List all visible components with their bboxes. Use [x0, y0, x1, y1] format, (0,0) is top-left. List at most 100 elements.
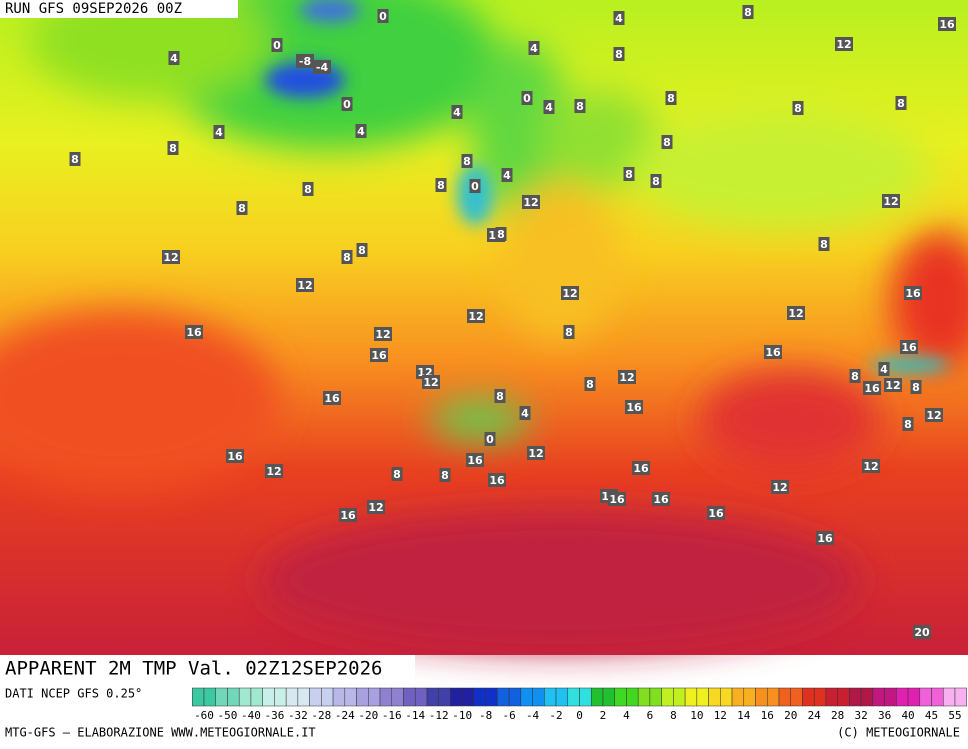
contour-label-box — [469, 179, 481, 193]
legend-swatch — [743, 687, 756, 707]
contour-label-box — [527, 446, 545, 460]
contour-label: 16 — [324, 392, 340, 405]
legend-label: -14 — [405, 709, 425, 722]
legend-label: -4 — [526, 709, 540, 722]
contour-label-box — [374, 327, 392, 341]
contour-label-box — [168, 51, 180, 65]
contour-label-box — [313, 60, 331, 74]
contour-label-box — [650, 174, 662, 188]
map-title: APPARENT 2M TMP Val. 02Z12SEP2026 — [5, 658, 383, 680]
contour-label: 16 — [901, 341, 917, 354]
contour-label: 12 — [562, 287, 577, 300]
contour-label: 4 — [880, 363, 888, 376]
contour-label: 12 — [523, 196, 538, 209]
source-text: DATI NCEP GFS 0.25° — [5, 687, 142, 701]
contour-label: 12 — [885, 379, 900, 392]
contour-label: 8 — [343, 251, 351, 264]
contour-label-box — [495, 227, 507, 241]
legend-label: -12 — [429, 709, 449, 722]
contour-label: 8 — [393, 468, 401, 481]
legend-swatch — [379, 687, 392, 707]
legend-swatch — [579, 687, 592, 707]
contour-label: 8 — [820, 238, 828, 251]
contour-label-box — [632, 461, 650, 475]
contour-label: 8 — [904, 418, 912, 431]
legend-swatch — [567, 687, 580, 707]
legend-label: 45 — [925, 709, 938, 722]
contour-label-box — [925, 408, 943, 422]
legend-swatch — [297, 687, 310, 707]
legend-swatch — [450, 687, 463, 707]
contour-label-box — [484, 432, 496, 446]
contour-label-box — [339, 508, 357, 522]
contour-label: 0 — [471, 180, 479, 193]
contour-label-box — [167, 141, 179, 155]
contour-label: 16 — [653, 493, 669, 506]
contour-label: 12 — [528, 447, 543, 460]
contour-label: 12 — [368, 501, 383, 514]
contour-label-box — [185, 325, 203, 339]
contour-label-box — [356, 243, 368, 257]
contour-label: 16 — [371, 349, 387, 362]
contour-label: 12 — [836, 38, 851, 51]
legend-label: 12 — [714, 709, 727, 722]
contour-label-box — [69, 152, 81, 166]
legend-swatch — [614, 687, 627, 707]
contour-label: 8 — [586, 378, 594, 391]
contour-label: 8 — [304, 183, 312, 196]
contour-label: 8 — [463, 155, 471, 168]
legend-swatch — [684, 687, 698, 707]
contour-label-box — [707, 506, 725, 520]
contour-label: 8 — [437, 179, 445, 192]
contour-label-box — [884, 378, 902, 392]
legend-swatch — [813, 687, 827, 707]
legend-swatch — [403, 687, 416, 707]
legend-swatch — [602, 687, 615, 707]
contour-label-box — [561, 286, 579, 300]
contour-label: 0 — [273, 39, 281, 52]
legend-swatch — [356, 687, 369, 707]
legend-swatch — [778, 687, 791, 707]
legend-swatch — [461, 687, 475, 707]
legend-label: -16 — [382, 709, 402, 722]
legend-swatch — [907, 687, 921, 707]
title-box — [0, 655, 415, 683]
legend-swatch — [825, 687, 838, 707]
contour-label-box — [902, 417, 914, 431]
legend-swatch — [262, 687, 275, 707]
legend-label: 32 — [855, 709, 868, 722]
contour-label: 16 — [489, 474, 505, 487]
contour-label-box — [341, 250, 353, 264]
contour-label-box — [764, 345, 782, 359]
legend-label: -20 — [358, 709, 378, 722]
contour-label: 12 — [375, 328, 390, 341]
legend-swatch — [708, 687, 721, 707]
legend-swatch — [849, 687, 862, 707]
contour-label-box — [771, 480, 789, 494]
contour-label: 8 — [625, 168, 633, 181]
contour-label-box — [863, 381, 881, 395]
contour-label: 8 — [358, 244, 366, 257]
contour-label-box — [461, 154, 473, 168]
contour-label: 12 — [468, 310, 483, 323]
contour-label-box — [618, 370, 636, 384]
contour-label: 8 — [615, 48, 623, 61]
contour-label-box — [742, 5, 754, 19]
legend-swatch — [414, 687, 428, 707]
contour-label-box — [213, 125, 225, 139]
contour-label-box — [488, 473, 506, 487]
contour-label-box — [367, 500, 385, 514]
contour-label-box — [849, 369, 861, 383]
contour-label-box — [467, 309, 485, 323]
contour-label: 8 — [794, 102, 802, 115]
legend-swatch — [274, 687, 287, 707]
contour-label: 0 — [343, 98, 351, 111]
legend-swatch — [884, 687, 897, 707]
credit-right: (C) METEOGIORNALE — [837, 726, 960, 740]
contour-label: -4 — [316, 61, 329, 74]
contour-label-box — [608, 492, 626, 506]
legend-swatch — [919, 687, 932, 707]
legend-swatch — [896, 687, 909, 707]
run-box — [0, 0, 238, 18]
legend-swatch — [649, 687, 662, 707]
